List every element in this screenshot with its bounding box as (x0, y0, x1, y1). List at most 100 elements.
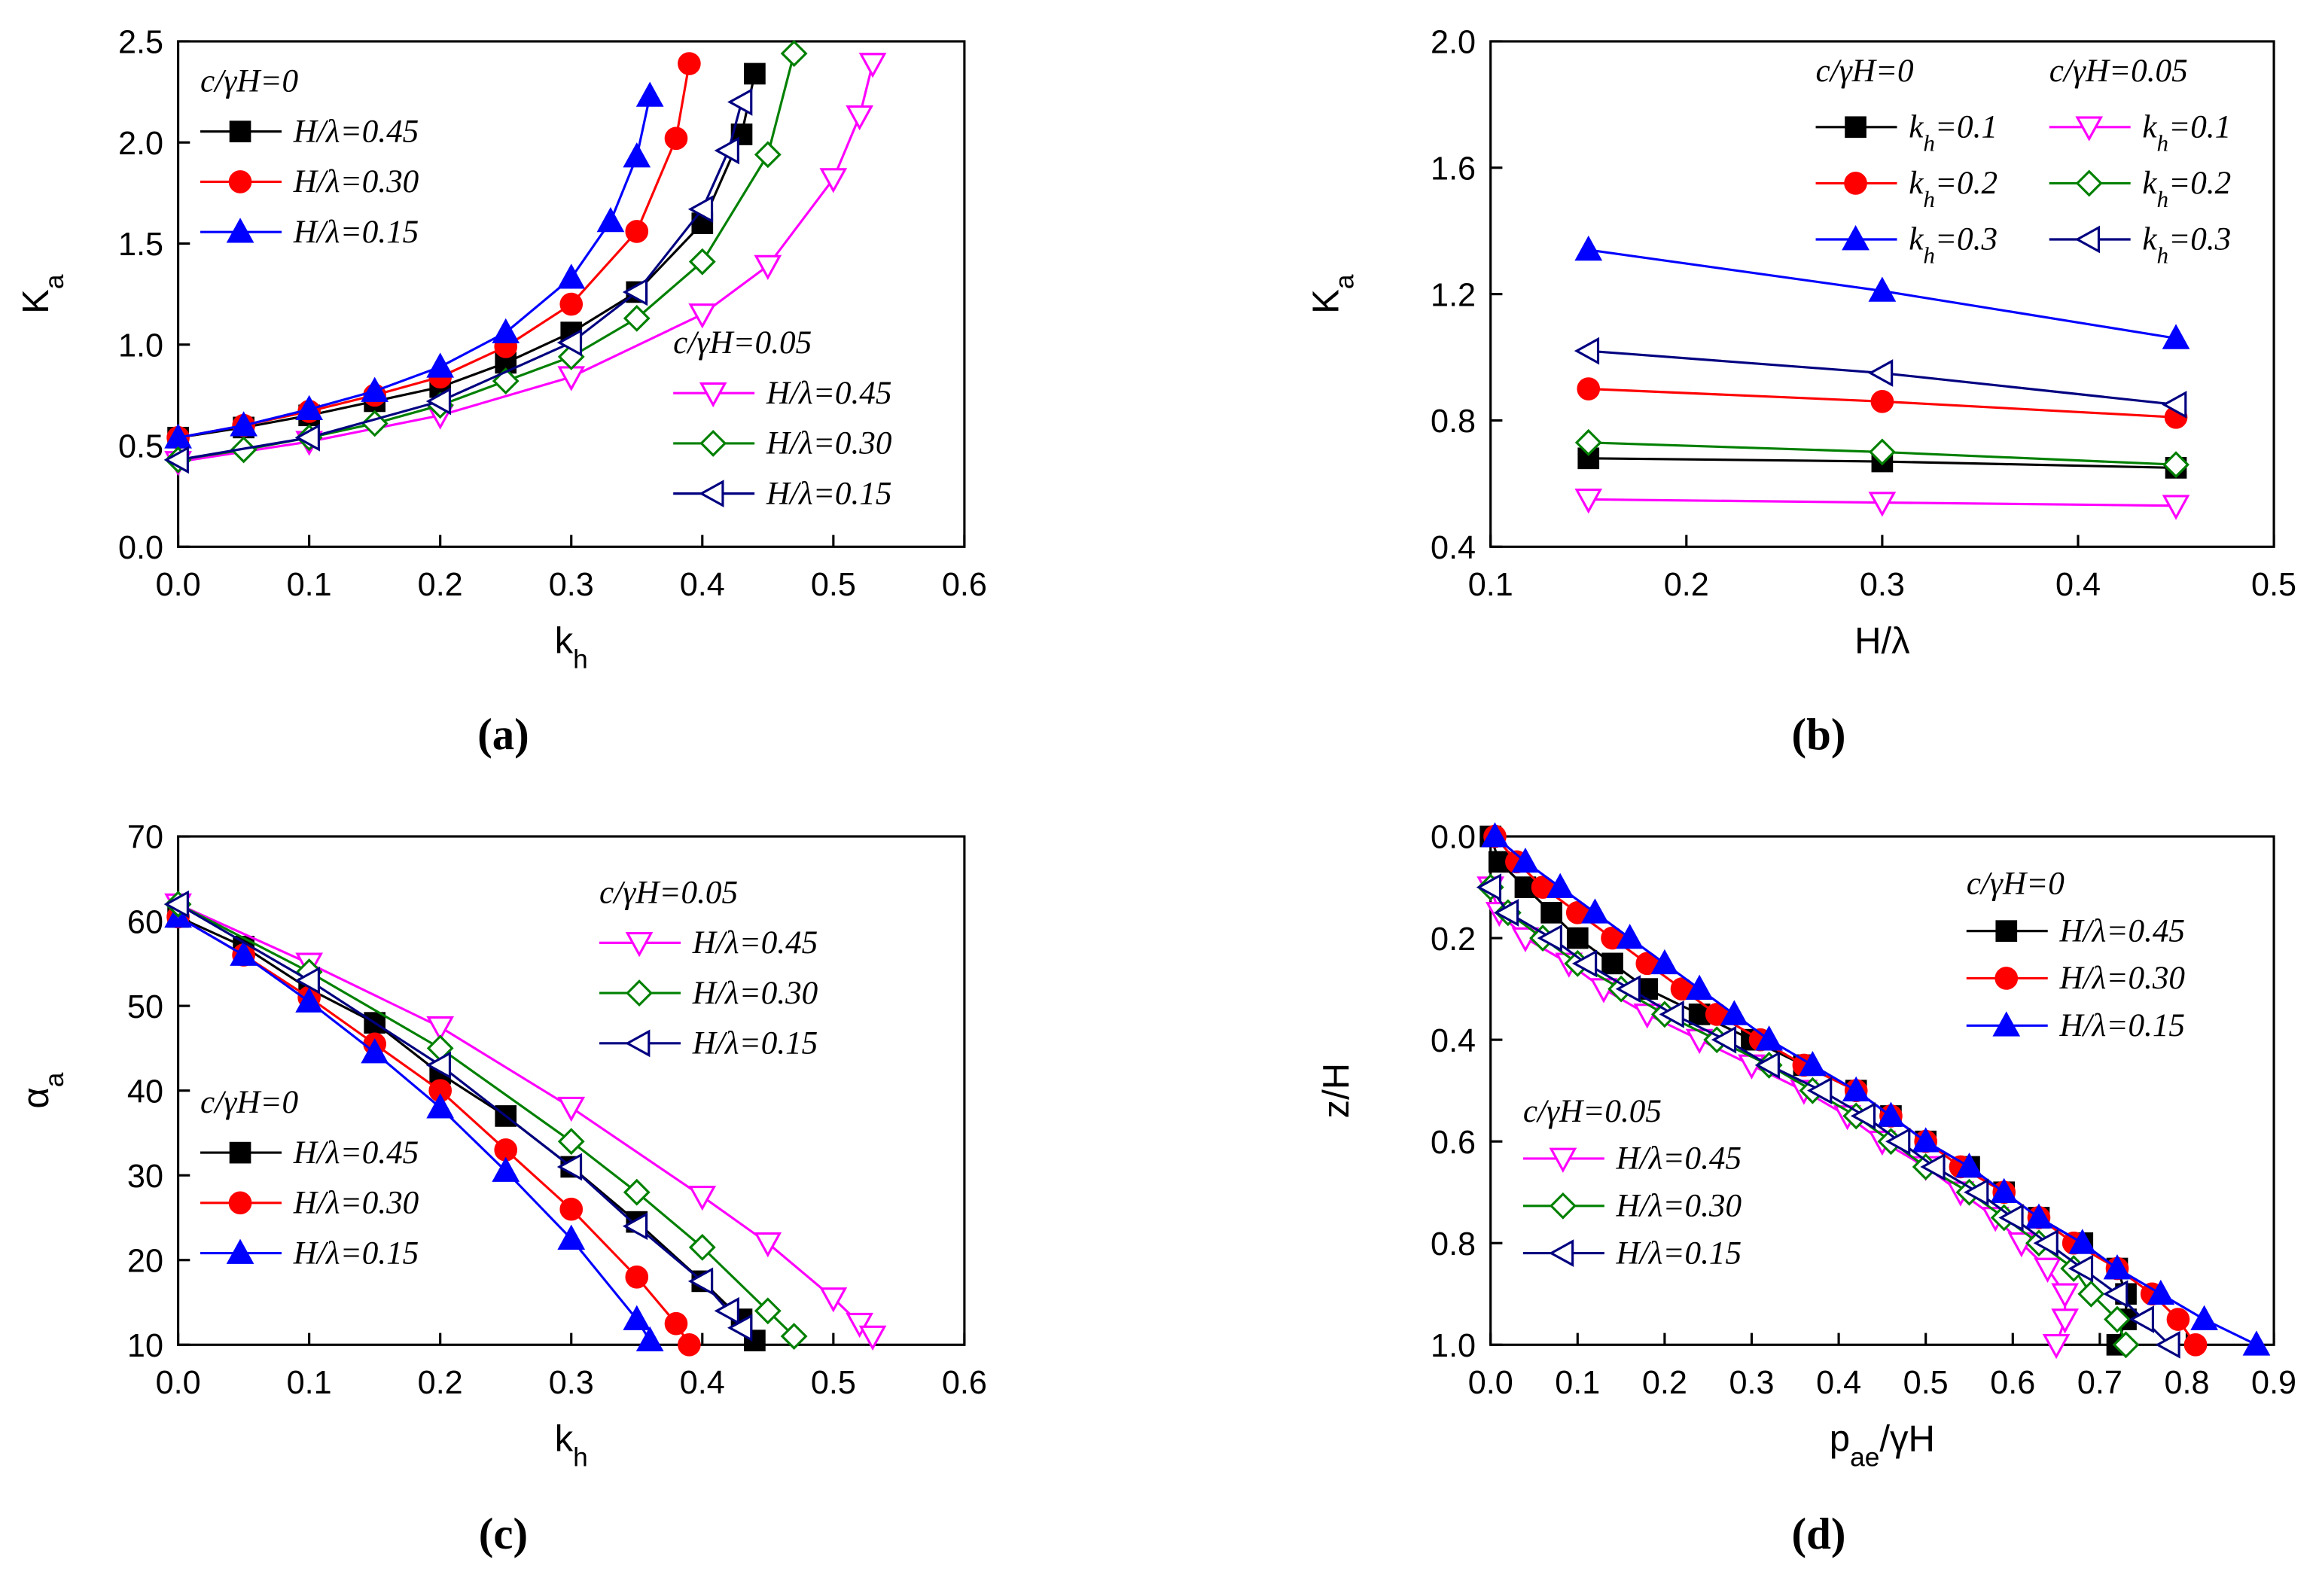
y-tick-label: 50 (127, 989, 163, 1025)
legend-label: kh=0.3 (1909, 222, 1998, 269)
x-tick-label: 0.2 (418, 567, 463, 603)
marker (1574, 235, 1603, 261)
legend-label: H/λ=0.45 (293, 114, 419, 149)
text-part: =0.2 (2168, 166, 2231, 201)
legend-marker (1995, 920, 2018, 942)
y-tick-label: 1.5 (118, 227, 163, 263)
legend-title: c/γH=0.05 (599, 875, 738, 910)
legend-label: H/λ=0.15 (692, 1026, 818, 1061)
marker (492, 318, 520, 343)
caption: (c) (479, 1509, 528, 1558)
marker (2104, 1305, 2131, 1333)
marker (1574, 337, 1600, 365)
marker (858, 53, 887, 78)
marker (819, 1287, 848, 1313)
text-part: h (1923, 242, 1935, 268)
y-tick-label: 60 (127, 904, 163, 940)
marker (1998, 1204, 2024, 1232)
marker (361, 410, 389, 437)
x-tick-label: 0.5 (811, 567, 856, 603)
marker (2033, 1229, 2058, 1257)
marker (625, 1265, 649, 1289)
marker (744, 62, 766, 85)
y-tick-label: 2.0 (1431, 25, 1476, 61)
marker (1546, 873, 1574, 898)
legend-title: c/γH=0 (1967, 867, 2065, 902)
marker (678, 1333, 701, 1357)
marker (2129, 1305, 2155, 1333)
marker (557, 1096, 586, 1122)
marker (1850, 1102, 1876, 1130)
y-tick-label: 0.8 (1431, 404, 1476, 440)
series-line (177, 915, 756, 1342)
x-tick-label: 0.2 (1664, 567, 1709, 603)
marker (1990, 1177, 2019, 1204)
text-part: K (1306, 289, 1347, 314)
x-tick-label: 0.4 (2055, 567, 2101, 603)
marker (557, 366, 586, 391)
marker (1842, 1076, 1870, 1101)
marker (1476, 873, 1502, 901)
legend-marker (625, 1029, 651, 1058)
legend-label: kh=0.3 (2142, 222, 2231, 269)
marker (678, 52, 701, 75)
marker (1955, 1153, 1983, 1178)
legend-marker (228, 1191, 252, 1215)
x-tick-label: 0.6 (942, 567, 987, 603)
text-part: p (1830, 1419, 1850, 1460)
legend-label: H/λ=0.15 (293, 215, 419, 250)
marker (1807, 1077, 1833, 1105)
marker (688, 248, 716, 276)
marker (425, 1051, 452, 1080)
text-part: =0.2 (1935, 166, 1998, 201)
marker (780, 1323, 808, 1350)
marker (2042, 1333, 2071, 1360)
marker (294, 423, 320, 452)
text-part: =0.1 (2168, 110, 2231, 145)
x-tick-label: 0.7 (2077, 1365, 2122, 1401)
marker (557, 1128, 585, 1156)
marker (623, 1305, 651, 1330)
marker (2162, 391, 2187, 419)
x-tick-label: 0.3 (549, 567, 594, 603)
marker (294, 966, 320, 994)
legend-marker (625, 932, 654, 958)
marker (1540, 901, 1562, 924)
series-line (178, 73, 756, 439)
legend-marker (229, 1141, 251, 1164)
marker (425, 387, 452, 416)
marker (163, 890, 189, 918)
text-part: k (1909, 222, 1924, 257)
marker (1571, 949, 1598, 978)
y-tick-label: 30 (127, 1159, 163, 1195)
legend-label: kh=0.2 (1909, 166, 1998, 212)
x-tick-label: 0.5 (2251, 567, 2296, 603)
y-tick-label: 0.0 (1431, 820, 1476, 856)
marker (754, 1232, 782, 1258)
marker (623, 1178, 651, 1206)
x-tick-label: 0.5 (811, 1365, 856, 1401)
y-tick-label: 70 (127, 820, 163, 856)
marker (623, 142, 651, 168)
x-tick-label: 0.8 (2164, 1365, 2209, 1401)
text-part: =0.1 (1935, 110, 1998, 145)
legend-label: H/λ=0.30 (293, 1186, 419, 1221)
legend-marker (699, 480, 724, 507)
legend-title: c/γH=0 (1816, 53, 1914, 89)
marker (1885, 1127, 1911, 1156)
marker (2068, 1254, 2094, 1283)
y-axis-title: Ka (1306, 274, 1360, 314)
y-tick-label: 2.0 (118, 126, 163, 162)
legend-title: c/γH=0.05 (2049, 53, 2188, 89)
y-axis-title: z/H (1316, 1063, 1357, 1119)
legend-marker (1994, 967, 2019, 990)
marker (664, 1311, 688, 1336)
legend-title: c/γH=0 (200, 1085, 298, 1120)
y-tick-label: 0.6 (1431, 1125, 1476, 1161)
x-tick-label: 0.2 (1642, 1365, 1687, 1401)
marker (635, 1326, 664, 1351)
legend-label: kh=0.1 (1909, 110, 1998, 157)
y-tick-label: 2.5 (118, 25, 163, 61)
marker (2162, 324, 2190, 349)
